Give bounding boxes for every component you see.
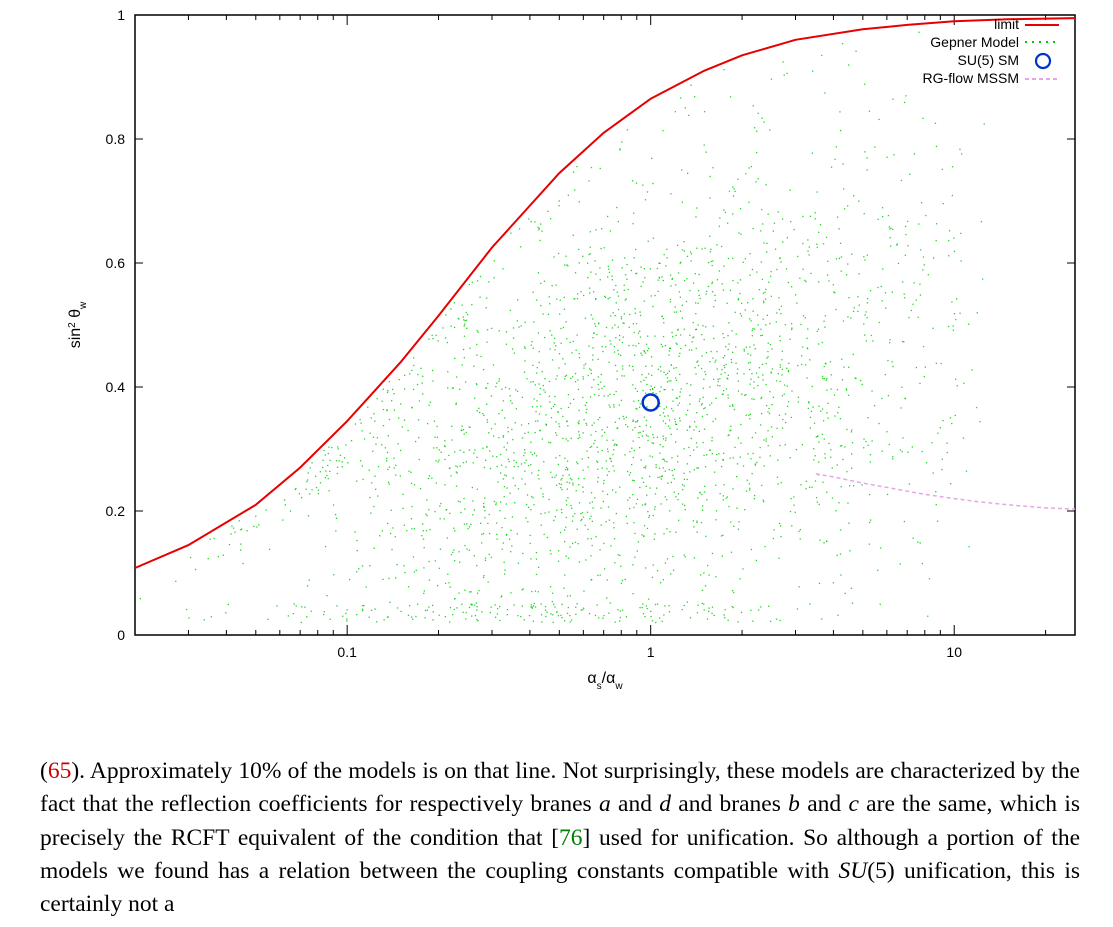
svg-text:0.1: 0.1 xyxy=(337,644,357,660)
ref-paren-open: ( xyxy=(40,758,48,784)
var-b: b xyxy=(788,791,800,817)
svg-text:0.4: 0.4 xyxy=(106,379,126,395)
var-d: d xyxy=(659,791,671,817)
svg-text:αs/αw: αs/αw xyxy=(587,670,623,692)
var-c: c xyxy=(848,791,858,817)
group-su: SU xyxy=(839,858,868,884)
group-five: (5) xyxy=(867,858,894,884)
svg-text:sin2 θw: sin2 θw xyxy=(67,301,89,348)
svg-text:1: 1 xyxy=(647,644,655,660)
text-seg-2: and branes xyxy=(671,791,788,817)
equation-ref-65[interactable]: 65 xyxy=(48,758,72,784)
svg-text:RG-flow MSSM: RG-flow MSSM xyxy=(923,70,1019,86)
svg-text:10: 10 xyxy=(946,644,962,660)
svg-text:0.8: 0.8 xyxy=(106,131,126,147)
svg-text:Gepner Model: Gepner Model xyxy=(930,34,1019,50)
text-and-2: and xyxy=(800,791,849,817)
svg-text:0.6: 0.6 xyxy=(106,255,126,271)
citation-76[interactable]: 76 xyxy=(559,825,583,851)
var-a: a xyxy=(599,791,611,817)
svg-text:0.2: 0.2 xyxy=(106,503,126,519)
svg-text:1: 1 xyxy=(117,7,125,23)
svg-text:limit: limit xyxy=(994,16,1019,32)
text-and-1: and xyxy=(611,791,660,817)
coupling-scatter-chart: 0 0.2 0.4 0.6 0.8 1 0.1 1 10 sin2 θw αs/αw limit Gep… xyxy=(40,5,1090,725)
svg-text:0: 0 xyxy=(117,627,125,643)
body-paragraph: (65). Approximately 10% of the models is… xyxy=(40,755,1080,922)
svg-text:SU(5) SM: SU(5) SM xyxy=(958,52,1019,68)
